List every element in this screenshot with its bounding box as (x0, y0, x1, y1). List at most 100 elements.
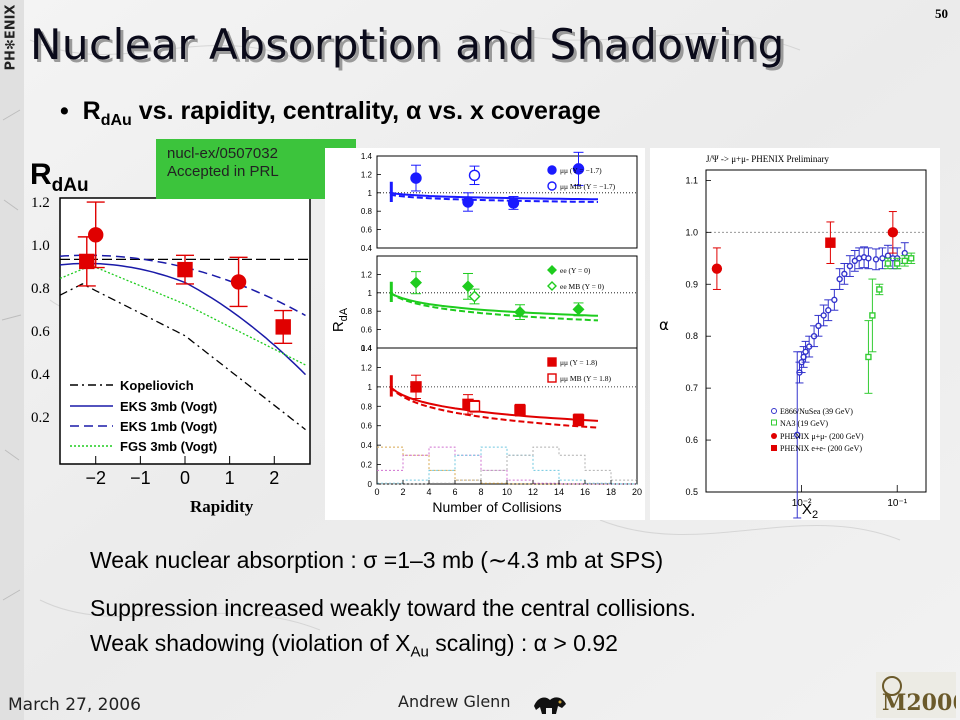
s1c: 4.3 mb at SPS) (507, 547, 664, 573)
c1-curve-eks3mb (59, 262, 307, 376)
sidebar-strip (0, 0, 24, 720)
c2-ytick-label-1-2: 0.8 (361, 307, 373, 316)
legend-eks1mb: EKS 1mb (Vogt) (120, 419, 217, 434)
c2-ytick-label-1-1: 0.6 (361, 326, 373, 335)
c3-point-0-18 (872, 256, 880, 263)
c1-point-0-1 (177, 261, 193, 278)
s3c: > 0.92 (546, 630, 618, 656)
c3-point-1-5 (901, 257, 908, 265)
reference-note: nucl-ex/0507032 Accepted in PRL (156, 139, 356, 199)
c3-ytick-label-0: 0.5 (685, 487, 698, 497)
c3-point-2-0 (711, 263, 723, 274)
c2-xlabel: Number of Collisions (432, 499, 561, 515)
c3-legend-0: E866/NuSea (39 GeV) (780, 407, 853, 416)
chart-rapidity-marks (77, 201, 293, 344)
c3-frame (705, 169, 927, 493)
c3-ytick-label-5: 1.0 (685, 227, 698, 237)
c3-point-1-4 (894, 260, 901, 267)
c3-point-0-17 (865, 255, 872, 262)
c1-xtick-label-3: 1 (225, 468, 235, 488)
slide-title: Nuclear Absorption and Shadowing (30, 20, 785, 69)
c3-point-0-14 (851, 257, 858, 265)
c1-ytick-0.4: 0.4 (31, 367, 50, 383)
legend-fgs3mb: FGS 3mb (Vogt) (120, 439, 217, 454)
c2-hist-2 (377, 446, 637, 485)
c3-point-1-1 (869, 312, 876, 319)
c2-ytick-label-0-0: 0.4 (361, 244, 373, 253)
c2-point-2-0-0 (410, 381, 422, 393)
s3b: scaling) : (428, 630, 534, 656)
c1-point-0-2 (275, 319, 291, 335)
c2-curve-b-1 (389, 291, 599, 322)
s1-sigma: σ (363, 547, 378, 573)
c2-ytick-label-0-1: 0.6 (361, 226, 373, 235)
chart-alpha-ticks: 0.5 0.6 0.7 0.8 0.9 1.0 1.1 10⁻² 10⁻¹ (685, 175, 907, 509)
c2-point-0-0-2 (507, 197, 520, 209)
c2-point-2-0-3 (572, 414, 585, 426)
chart-alpha-marks (706, 211, 926, 519)
c3-point-3-0 (825, 237, 836, 248)
slide-number: 50 (935, 6, 948, 21)
c2-xtick-label-5: 10 (502, 487, 512, 497)
c2-ylabel: RdA (330, 307, 350, 332)
c2-ylabel-sub: dA (338, 307, 350, 321)
c3-legend-1: NA3 (19 GeV) (780, 419, 828, 428)
c2-ylabel-main: R (330, 321, 347, 332)
c2-ytick-label-2-5: 1 (368, 383, 373, 392)
chart-rapidity-x-ticks: −2 −1 0 1 2 (85, 456, 279, 488)
c2-curve-a-0 (389, 191, 598, 201)
chart-ncoll-panels: 0.4 0.6 0.8 1 1.2 1.4 μμ (Y = −1.7) μμ MB (Y = … (361, 151, 642, 497)
footer-author: Andrew Glenn (398, 692, 511, 711)
c2-legend-1-1: ee MB (Y = 0) (560, 282, 604, 291)
note-line1: nucl-ex/0507032 (167, 145, 278, 162)
title-shadow: Nuclear Absorption and Shadowing (33, 23, 788, 72)
c3-ytick-label-1: 0.6 (685, 435, 698, 445)
c1-point-0-0 (79, 253, 95, 270)
c3-xlabel-sub: 2 (812, 509, 818, 520)
c1-ylabel-sub: dAu (51, 175, 89, 196)
c3-point-1-3 (884, 260, 892, 267)
phenix-logo-text: PH✻ENIX (3, 4, 19, 71)
c2-xtick-label-9: 18 (606, 487, 616, 497)
c3-point-0-23 (901, 249, 908, 257)
c1-curve-kopeliovich (59, 283, 306, 431)
c3-point-0-15 (855, 255, 863, 262)
c3-legend-2: PHENIX μ+μ- (200 GeV) (780, 432, 864, 441)
c3-point-0-8 (820, 312, 827, 319)
c1-ytick-1.2: 1.2 (31, 195, 50, 211)
c3-point-0-0 (794, 431, 801, 439)
c2-point-1-0-0 (410, 276, 422, 289)
c1-xtick-label-1: −1 (130, 468, 151, 488)
c1-xtick-label-0: −2 (85, 468, 106, 488)
c3-point-0-10 (831, 296, 838, 304)
c1-ytick-0.6: 0.6 (31, 324, 50, 340)
c3-ytick-label-6: 1.1 (685, 175, 698, 185)
c2-ytick-label-1-3: 1 (368, 289, 373, 298)
c2-ytick-label-0-4: 1.2 (361, 170, 373, 179)
c2-legend-0-0: μμ (Y = −1.7) (560, 166, 602, 175)
phenix-logo: PH✻ENIX (4, 3, 19, 73)
chart-rapidity-frame (59, 197, 311, 465)
c3-point-0-12 (841, 270, 848, 278)
bullet-lead-sub: dAu (100, 112, 132, 129)
s3a: Weak shadowing (violation of X (90, 630, 411, 656)
s1a: Weak nuclear absorption : (90, 547, 364, 573)
c2-panel-0: 0.4 0.6 0.8 1 1.2 1.4 μμ (Y = −1.7) μμ MB (Y = … (361, 151, 638, 253)
c2-xtick-label-8: 16 (580, 487, 590, 497)
c2-ytick-label-2-7: 1.4 (361, 344, 373, 353)
chart-rapidity: −2 −1 0 1 2 Kopeliovich EKS 3mb (Vogt) EKS 1… (59, 197, 311, 488)
c2-point-1-0-2 (514, 306, 526, 319)
c2-ytick-label-1-4: 1.2 (361, 270, 373, 279)
bullet-lead: R (82, 97, 101, 125)
c1-xlabel: Rapidity (190, 497, 254, 516)
c2-legend-0-1: μμ MB (Y = −1.7) (560, 182, 616, 191)
s1b: =1–3 mb ( (377, 547, 488, 573)
s1-tilde: ∼ (487, 547, 508, 573)
c1-curve-eks1mb (59, 254, 306, 317)
c2-ytick-label-2-6: 1.2 (361, 363, 373, 372)
c3-point-1-2 (876, 286, 883, 293)
c2-point-2-1-0 (468, 400, 481, 412)
c2-point-0-1-0 (468, 169, 481, 182)
c2-ytick-label-0-3: 1 (368, 189, 373, 198)
c1-ytick-0.8: 0.8 (31, 281, 50, 297)
